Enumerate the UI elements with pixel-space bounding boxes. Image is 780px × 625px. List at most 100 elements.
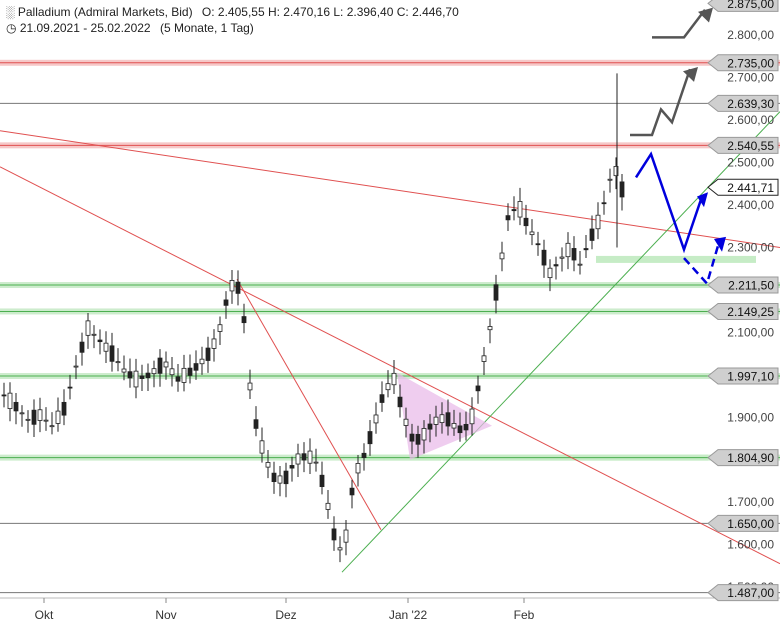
candle-body bbox=[391, 372, 397, 386]
candle-body bbox=[31, 409, 37, 425]
y-tick-label: 2.300,00 bbox=[727, 240, 774, 254]
level-label-214925: 2.149,25 bbox=[707, 302, 779, 320]
projection-arrow-2 bbox=[714, 236, 726, 252]
candle-body bbox=[595, 214, 601, 230]
candle-body bbox=[157, 357, 163, 374]
candle-body bbox=[349, 487, 355, 496]
candle-body bbox=[247, 382, 253, 391]
level-label-text: 1.804,90 bbox=[727, 451, 774, 465]
candle-body bbox=[361, 452, 367, 459]
candle-body bbox=[331, 528, 337, 541]
candle-body bbox=[115, 361, 121, 364]
candle-body bbox=[85, 320, 91, 336]
level-label-254055: 2.540,55 bbox=[707, 136, 779, 154]
support-zone bbox=[596, 255, 756, 263]
candle-body bbox=[13, 401, 19, 412]
candle-body bbox=[445, 412, 451, 427]
y-tick-label: 2.400,00 bbox=[727, 198, 774, 212]
candle-body bbox=[265, 462, 271, 468]
x-tick-label: Okt bbox=[35, 608, 54, 622]
candle-body bbox=[529, 231, 535, 236]
x-tick-label: Nov bbox=[155, 608, 176, 622]
level-label-text: 1.487,00 bbox=[727, 586, 774, 600]
candle-body bbox=[55, 410, 61, 424]
projection-arrow-1 bbox=[697, 192, 708, 208]
candle-body bbox=[187, 367, 193, 376]
y-tick-label: 1.900,00 bbox=[727, 410, 774, 424]
falling-trendline bbox=[0, 166, 780, 565]
candle-body bbox=[457, 425, 463, 434]
level-label-221150: 2.211,50 bbox=[707, 276, 779, 294]
candle-body bbox=[235, 281, 241, 294]
candle-body bbox=[271, 472, 277, 483]
candle-body bbox=[385, 383, 391, 391]
level-label-text: 2.441,71 bbox=[727, 181, 774, 195]
candle-body bbox=[565, 242, 571, 258]
candle-body bbox=[253, 419, 259, 429]
level-label-165000: 1.650,00 bbox=[707, 514, 779, 532]
candle-body bbox=[541, 249, 547, 266]
candle-body bbox=[211, 338, 217, 349]
candle-body bbox=[181, 367, 187, 383]
candle-body bbox=[475, 385, 481, 392]
level-label-287500: 2.875,00 bbox=[707, 0, 779, 12]
candle-body bbox=[577, 263, 583, 266]
candle-body bbox=[193, 363, 199, 371]
candle-body bbox=[559, 256, 565, 259]
steep-trendline bbox=[236, 279, 382, 530]
candle-body bbox=[343, 529, 349, 543]
target-path-1 bbox=[630, 68, 692, 137]
candle-body bbox=[463, 423, 469, 431]
candle-body bbox=[223, 299, 229, 306]
candle-body bbox=[409, 433, 415, 442]
candle-body bbox=[295, 453, 301, 465]
candle-body bbox=[355, 463, 361, 474]
candle-body bbox=[517, 201, 523, 218]
candle-body bbox=[97, 339, 103, 343]
candle-body bbox=[547, 267, 553, 279]
candle-body bbox=[313, 461, 319, 464]
level-label-text: 2.639,30 bbox=[727, 97, 774, 111]
candle-body bbox=[205, 347, 211, 361]
candle-body bbox=[139, 375, 145, 379]
level-label-text: 1.997,10 bbox=[727, 370, 774, 384]
header-line-2: ◷ 21.09.2021 - 25.02.2022 (5 Monate, 1 T… bbox=[6, 21, 254, 35]
candle-body bbox=[439, 414, 445, 424]
candle-body bbox=[451, 423, 457, 429]
candle-body bbox=[607, 178, 613, 181]
date-range: 21.09.2021 - 25.02.2022 bbox=[19, 21, 151, 35]
candle-body bbox=[301, 453, 307, 461]
y-tick-label: 1.700,00 bbox=[727, 495, 774, 509]
level-label-text: 2.149,25 bbox=[727, 305, 774, 319]
candle-body bbox=[289, 465, 295, 469]
candle-body bbox=[127, 371, 133, 379]
candle-body bbox=[373, 414, 379, 424]
candle-body bbox=[283, 470, 289, 485]
candle-body bbox=[481, 355, 487, 362]
candle-body bbox=[133, 370, 139, 388]
candle-body bbox=[241, 316, 247, 324]
candle-body bbox=[175, 376, 181, 382]
rising-trendline bbox=[341, 111, 780, 573]
y-tick-label: 2.700,00 bbox=[727, 71, 774, 85]
candle-body bbox=[259, 440, 265, 454]
candle-body bbox=[1, 394, 7, 397]
candle-body bbox=[583, 248, 589, 251]
header-line-1: ░ Palladium (Admiral Markets, Bid) O: 2.… bbox=[6, 5, 459, 19]
candle-body bbox=[217, 324, 223, 332]
candle-body bbox=[571, 248, 577, 261]
level-label-text: 2.211,50 bbox=[728, 279, 774, 293]
x-tick-label: Jan '22 bbox=[389, 608, 428, 622]
candle-body bbox=[151, 368, 157, 375]
target-arrow-1 bbox=[683, 67, 698, 82]
level-label-148700: 1.487,00 bbox=[707, 584, 779, 602]
candle-body bbox=[145, 372, 151, 379]
candle-body bbox=[397, 396, 403, 408]
y-tick-label: 1.600,00 bbox=[727, 538, 774, 552]
candle-body bbox=[499, 252, 505, 260]
level-label-263930: 2.639,30 bbox=[707, 94, 779, 112]
candle-body bbox=[553, 264, 559, 267]
target-path-2 bbox=[652, 8, 706, 39]
candle-body bbox=[367, 431, 373, 445]
candle-body bbox=[325, 502, 331, 510]
